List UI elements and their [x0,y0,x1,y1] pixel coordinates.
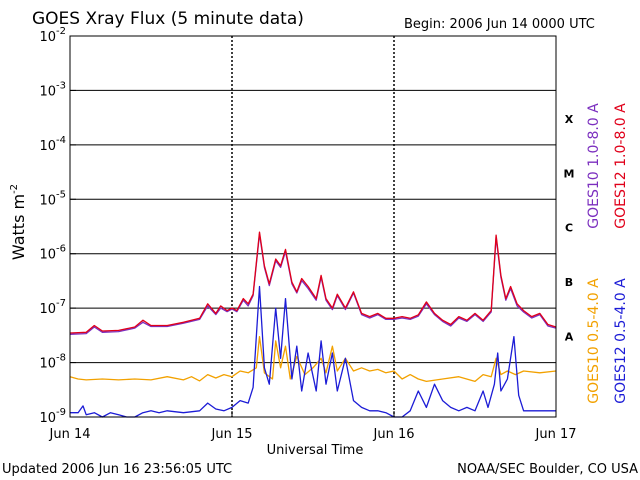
y-tick-base: 10 [39,248,56,263]
legend-entry: GOES10 0.5-4.0 A [586,278,602,404]
x-tick-label: Jun 17 [535,427,577,442]
flare-class-label: B [565,276,573,289]
footer-updated: Updated 2006 Jun 16 23:56:05 UTC [2,462,232,477]
chart-title: GOES Xray Flux (5 minute data) [32,9,304,29]
flare-class-label: C [565,222,573,235]
y-tick-label: 10-2 [39,26,66,45]
x-axis-ticks: Jun 14 Jun 15 Jun 16 Jun 17 [49,411,577,442]
series-line [70,285,556,418]
y-tick-base: 10 [39,193,56,208]
x-tick-label: Jun 16 [373,427,415,442]
y-tick-label: 10-5 [39,189,66,208]
y-tick-base: 10 [39,84,56,99]
y-tick-label: 10-9 [39,407,66,426]
y-tick-label: 10-8 [39,353,66,372]
x-axis-label: Universal Time [267,443,364,458]
legend-entry: GOES12 1.0-8.0 A [613,103,629,229]
y-tick-exponent: -5 [56,189,66,200]
y-tick-base: 10 [39,357,56,372]
legend-entry: GOES10 1.0-8.0 A [586,103,602,229]
flare-class-label: A [565,331,574,344]
x-tick-label: Jun 14 [49,427,91,442]
y-axis-ticks: 10-910-810-710-610-510-410-310-2 [39,26,76,426]
y-tick-exponent: -3 [56,80,66,91]
y-tick-base: 10 [39,302,56,317]
flare-class-labels: X M C B A [564,113,575,344]
y-tick-base: 10 [39,411,56,426]
grid [70,36,556,417]
flare-class-label: X [565,113,574,126]
y-tick-exponent: -2 [56,26,66,37]
y-tick-base: 10 [39,139,56,154]
begin-label: Begin: 2006 Jun 14 0000 UTC [404,17,595,32]
y-tick-label: 10-7 [39,298,66,317]
y-tick-exponent: -7 [56,298,66,309]
y-tick-label: 10-4 [39,135,66,154]
plot-frame [69,35,557,418]
series-line [69,335,557,383]
legend-entry: GOES12 0.5-4.0 A [613,278,629,404]
y-tick-label: 10-6 [39,244,66,263]
y-axis-label-exponent: -2 [9,184,20,194]
series-layer [69,231,557,418]
y-tick-exponent: -4 [56,135,66,146]
series-line [69,231,557,334]
y-axis-label: Watts m-2 [9,184,28,260]
y-tick-base: 10 [39,30,56,45]
y-axis-label-text: Watts m [9,194,28,260]
y-tick-exponent: -6 [56,244,66,255]
flare-class-label: M [564,167,575,180]
y-tick-exponent: -9 [56,407,66,418]
y-tick-label: 10-3 [39,80,66,99]
x-tick-label: Jun 15 [211,427,253,442]
y-tick-exponent: -8 [56,353,66,364]
legend: GOES10 1.0-8.0 A GOES12 1.0-8.0 A GOES10 0… [586,103,629,404]
footer-credit: NOAA/SEC Boulder, CO USA [457,462,638,477]
